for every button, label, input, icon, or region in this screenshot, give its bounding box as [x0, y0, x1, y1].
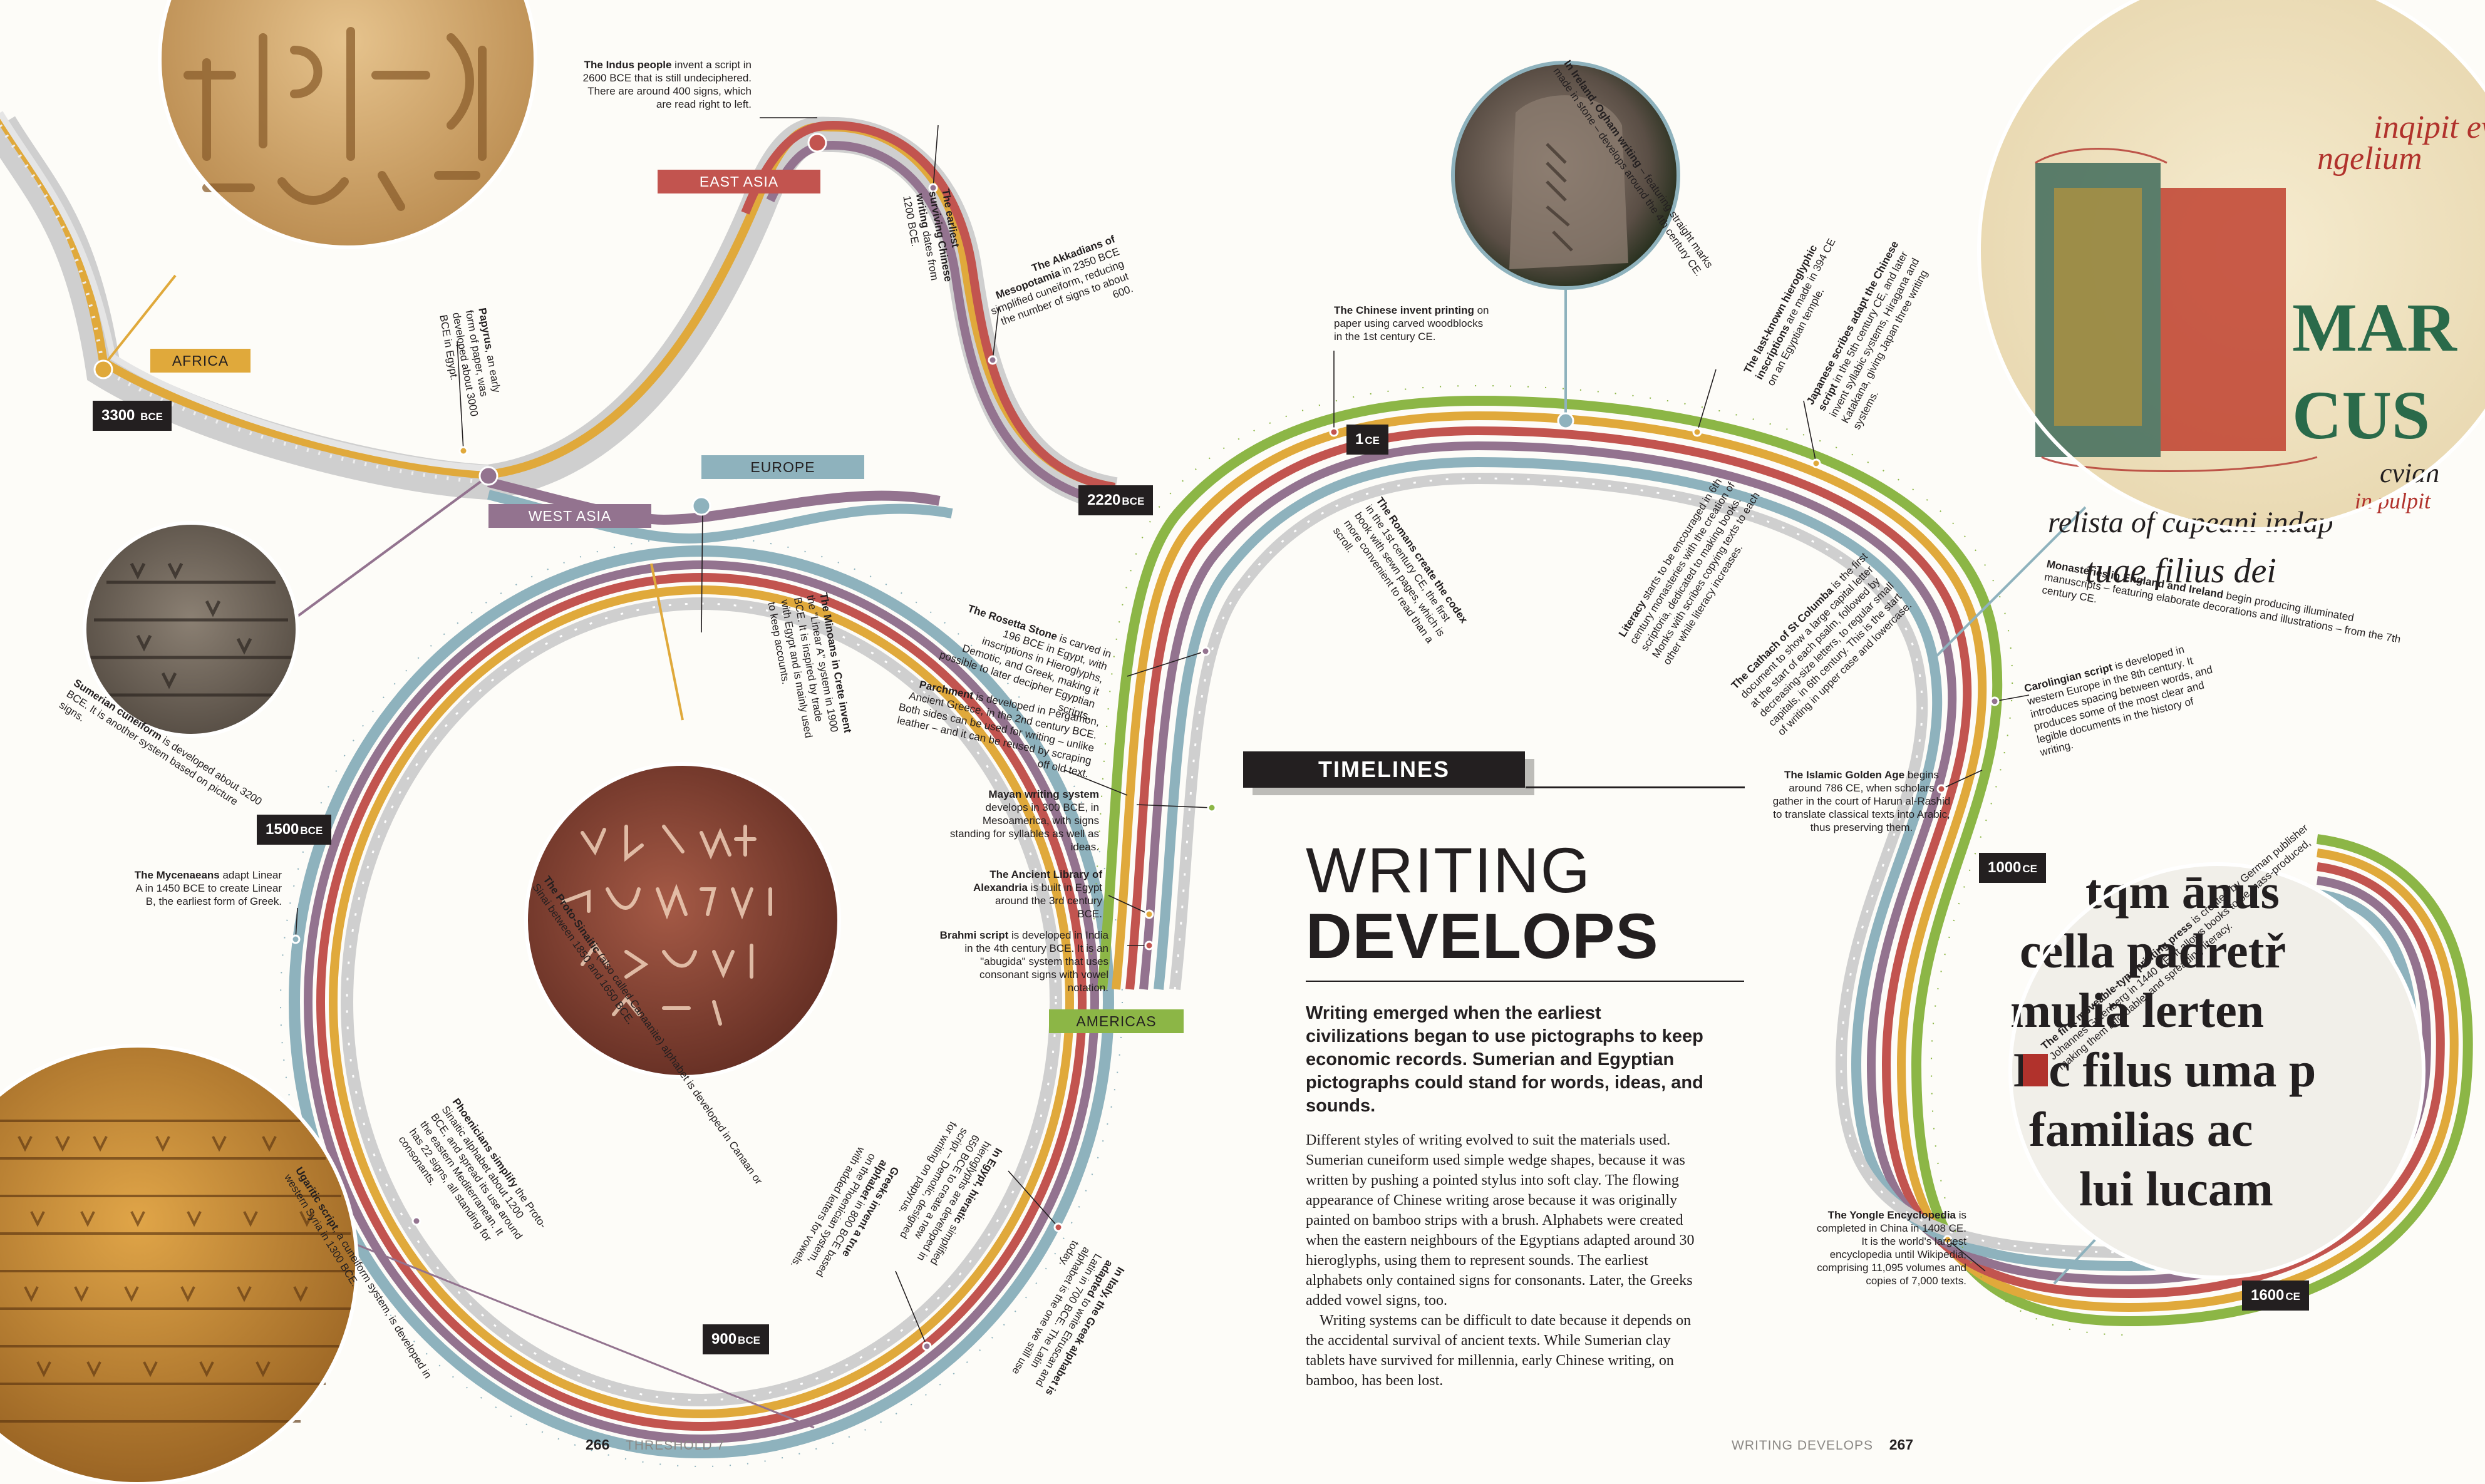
- gothic-line-6: lui lucam: [2079, 1162, 2273, 1216]
- region-west-asia-label: WEST ASIA: [488, 504, 651, 528]
- event-markers: [93, 133, 2000, 1351]
- date-3300-era: BCE: [140, 411, 163, 423]
- gothic-line-5: familias ac: [2029, 1102, 2253, 1157]
- date-1500-era: BCE: [300, 825, 323, 837]
- upper-loop-tracks: [0, 111, 1119, 512]
- region-europe-label: EUROPE: [701, 455, 864, 479]
- body-paragraph-2: Writing systems can be difficult to date…: [1306, 1312, 1692, 1389]
- annotation-indus-text: invent a script in 2600 BCE that is stil…: [582, 59, 752, 110]
- annotation-islamic: The Islamic Golden Age begins around 786…: [1772, 768, 1951, 834]
- intro-paragraph: Writing emerged when the earliest civili…: [1306, 1003, 1703, 1116]
- annotation-yongle: The Yongle Encyclopedia is completed in …: [1813, 1208, 1966, 1287]
- date-1000-era: CE: [2022, 863, 2038, 875]
- date-1600-num: 1600: [2251, 1287, 2285, 1304]
- page-number-right: 267: [1889, 1436, 1914, 1453]
- date-flag-1600: 1600 CE: [2242, 1280, 2310, 1311]
- sumerian-tablet-image: [83, 521, 299, 738]
- annotation-alexandria-text: is built in Egypt around the 3rd century…: [995, 882, 1102, 920]
- ugaritic-tablet-image: [0, 1044, 359, 1484]
- annotation-mycenaeans: The Mycenaeans adapt Linear A in 1450 BC…: [132, 868, 282, 908]
- annotation-yongle-head: The Yongle Encyclopedia: [1827, 1209, 1956, 1221]
- lower-loop-tracks: [280, 537, 1123, 1467]
- annotation-mycenaeans-head: The Mycenaeans: [134, 869, 220, 881]
- folio-left: 266 THRESHOLD 7: [586, 1436, 725, 1453]
- region-africa-label: AFRICA: [150, 349, 251, 373]
- annotation-islamic-text: begins around 786 CE, when scholars gath…: [1772, 769, 1951, 833]
- section-name-left: THRESHOLD 7: [626, 1438, 725, 1453]
- manuscript-text-4: CUS: [2292, 377, 2430, 453]
- annotation-brahmi: Brahmi script is developed in India in t…: [939, 929, 1108, 994]
- annotation-mayan-text: develops in 300 BCE, in Mesoamerica, wit…: [949, 801, 1099, 853]
- date-flag-1ce: 1 CE: [1346, 425, 1388, 455]
- page-number-left: 266: [586, 1436, 610, 1453]
- title-rule: [1526, 786, 1745, 788]
- date-900-era: BCE: [738, 1334, 760, 1346]
- leader-lines: [295, 117, 2030, 1347]
- annotation-mayan: Mayan writing system develops in 300 BCE…: [946, 788, 1099, 853]
- date-1000-num: 1000: [1988, 859, 2022, 876]
- annotation-mycenaeans-text: adapt Linear A in 1450 BCE to create Lin…: [135, 869, 282, 907]
- date-2220-num: 2220: [1087, 492, 1121, 508]
- annotation-brahmi-head: Brahmi script: [939, 929, 1009, 941]
- body-text: Different styles of writing evolved to s…: [1306, 1130, 1703, 1391]
- date-3300-num: 3300: [101, 407, 135, 424]
- annotation-brahmi-text: is developed in India in the 4th century…: [964, 929, 1108, 994]
- date-flag-3300: 3300 BCE: [93, 401, 172, 431]
- page-title-line1: WRITING: [1306, 835, 1591, 906]
- body-paragraph-1: Different styles of writing evolved to s…: [1306, 1132, 1695, 1309]
- gutenberg-text-image: tqm ānus cella padretř mulia lerten Dc f…: [2008, 862, 2426, 1279]
- egyptian-hieroglyphs-image: [158, 0, 537, 249]
- date-flag-1500: 1500 BCE: [257, 815, 332, 845]
- date-2220-era: BCE: [1122, 495, 1145, 507]
- intro-rule: [1306, 981, 1744, 982]
- annotation-indus: The Indus people invent a script in 2600…: [582, 58, 752, 111]
- page-title-line2: DEVELOPS: [1306, 900, 1659, 972]
- date-900-num: 900: [711, 1331, 737, 1347]
- annotation-islamic-head: The Islamic Golden Age: [1784, 769, 1905, 781]
- gothic-line-4: Dc filus uma p: [2013, 1043, 2316, 1097]
- ogham-stone-image: [1451, 61, 1680, 290]
- region-east-asia-label: EAST ASIA: [658, 170, 820, 193]
- proto-sinaitic-image: [524, 762, 841, 1079]
- date-1500-num: 1500: [266, 821, 299, 838]
- manuscript-text-8: tuae filius dei: [2085, 552, 2276, 590]
- date-flag-1000: 1000 CE: [1979, 853, 2047, 883]
- section-name-right: WRITING DEVELOPS: [1732, 1438, 1874, 1453]
- date-1ce-era: CE: [1365, 435, 1380, 446]
- manuscript-text-2: ngelium: [2317, 141, 2422, 177]
- manuscript-text-1: inqipit eva: [2374, 110, 2485, 145]
- manuscript-text-3: MAR: [2292, 289, 2457, 366]
- date-flag-900: 900 BCE: [703, 1324, 769, 1354]
- annotation-chinese-printing-text: on paper using carved woodblocks in the …: [1334, 304, 1489, 343]
- timelines-tag: TIMELINES: [1243, 751, 1525, 788]
- folio-right: WRITING DEVELOPS 267: [1732, 1436, 1913, 1453]
- gothic-line-3: mulia lerten: [2010, 983, 2264, 1038]
- middle-curve-tracks: [1088, 384, 2130, 1336]
- date-1600-era: CE: [2285, 1291, 2301, 1302]
- illuminated-manuscript-image: inqipit eva ngelium MAR CUS cvian in pul…: [1977, 0, 2485, 590]
- region-americas-label: AMERICAS: [1049, 1009, 1184, 1033]
- annotation-yongle-text: is completed in China in 1408 CE. It is …: [1816, 1209, 1966, 1287]
- date-1ce-num: 1: [1355, 431, 1364, 448]
- annotation-alexandria-head: The Ancient Library of Alexandria: [973, 868, 1102, 894]
- annotation-mayan-head: Mayan writing system: [988, 788, 1099, 800]
- annotation-alexandria: The Ancient Library of Alexandria is bui…: [968, 868, 1102, 920]
- annotation-chinese-printing: The Chinese invent printing on paper usi…: [1334, 304, 1490, 343]
- annotation-chinese-printing-head: The Chinese invent printing: [1334, 304, 1474, 316]
- date-flag-2220: 2220 BCE: [1078, 485, 1154, 515]
- annotation-indus-head: The Indus people: [584, 59, 672, 71]
